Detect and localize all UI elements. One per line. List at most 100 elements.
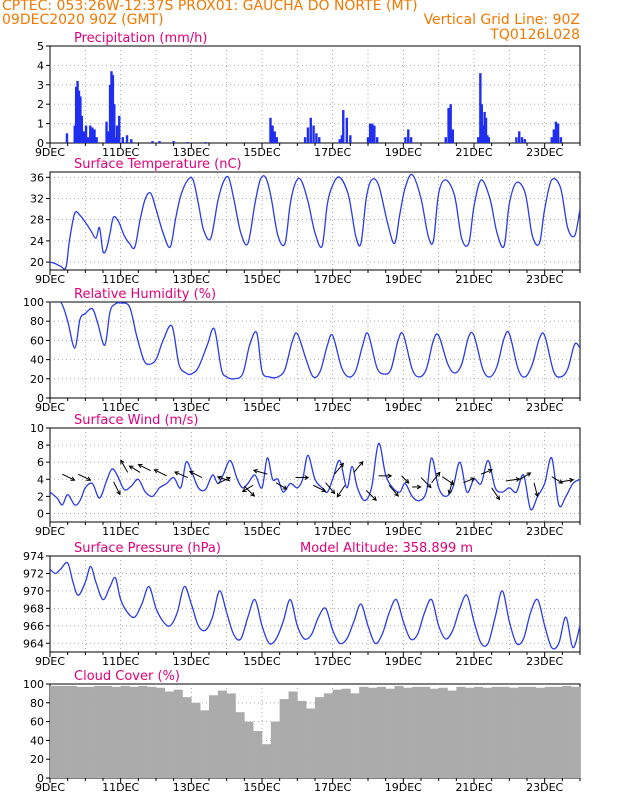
- wind-arrow-head: [153, 469, 159, 474]
- location-line: CPTEC: 053:26W-12:37S PROX01: GAUCHA DO …: [2, 0, 418, 14]
- y-tick-label: 40: [30, 354, 44, 367]
- precip-bar: [113, 104, 116, 143]
- wind-arrow-head: [487, 468, 493, 474]
- precip-bar: [487, 137, 491, 143]
- cloud-bar: [368, 687, 378, 778]
- precip-bar: [451, 129, 454, 143]
- cloud-bar: [465, 687, 475, 778]
- y-tick-label: 1: [37, 118, 44, 131]
- wind-arrow-head: [173, 471, 179, 476]
- cloud-bar: [332, 689, 342, 778]
- precip-bar: [366, 137, 370, 143]
- cloud-bar: [58, 685, 68, 778]
- cloud-bar: [509, 687, 519, 778]
- wind-arrow: [519, 472, 531, 480]
- wind-arrow-head: [387, 473, 393, 479]
- wind-arrow: [431, 472, 441, 484]
- precip-bar: [269, 117, 272, 143]
- x-tick-label: 19DEC: [385, 655, 422, 668]
- precip-bar: [77, 90, 81, 143]
- x-tick-label: 11DEC: [102, 781, 139, 794]
- x-tick-label: 19DEC: [385, 781, 422, 794]
- x-tick-label: 13DEC: [173, 525, 210, 538]
- y-tick-label: 24: [30, 235, 44, 248]
- wind-arrow: [420, 477, 432, 488]
- precip-bar: [105, 121, 108, 143]
- cloud-bar: [85, 686, 95, 778]
- cloud-bar: [571, 686, 581, 778]
- cloud-bar: [306, 708, 316, 778]
- cloud-bar: [226, 693, 236, 778]
- precip-bar: [556, 123, 560, 143]
- y-tick-label: 964: [23, 637, 44, 650]
- x-tick-label: 19DEC: [385, 525, 422, 538]
- panel-rh: [46, 301, 581, 403]
- precip-bar: [404, 137, 407, 143]
- x-tick-label: 19DEC: [385, 401, 422, 414]
- wind-arrow: [275, 482, 287, 490]
- precip-bar: [481, 125, 485, 143]
- cloud-bar: [421, 686, 431, 778]
- precip-bar: [114, 137, 117, 143]
- precip-bar: [111, 75, 115, 143]
- y-tick-label: 972: [23, 567, 44, 580]
- x-tick-label: 11DEC: [102, 401, 139, 414]
- cloud-bar: [403, 687, 413, 778]
- panel-title: Cloud Cover (%): [74, 669, 180, 684]
- cloud-bar: [429, 688, 439, 778]
- wind-arrow-head: [120, 459, 125, 465]
- cloud-bar: [50, 685, 60, 778]
- precip-bar: [115, 125, 119, 143]
- x-tick-label: 19DEC: [385, 146, 422, 159]
- x-tick-label: 23DEC: [526, 401, 563, 414]
- cloud-bar: [120, 685, 130, 778]
- y-tick-label: 80: [30, 697, 44, 710]
- wind-arrow: [463, 477, 475, 484]
- precip-bar: [79, 96, 82, 143]
- wind-arrow: [129, 465, 141, 473]
- x-tick-label: 23DEC: [526, 273, 563, 286]
- cloud-bar: [244, 721, 254, 778]
- x-tick-label: 13DEC: [173, 273, 210, 286]
- precip-bar: [554, 121, 558, 143]
- cloud-bar: [288, 691, 298, 778]
- x-tick-label: 11DEC: [102, 146, 139, 159]
- wind-arrow: [551, 476, 563, 484]
- cloud-bar: [217, 690, 227, 778]
- cloud-bar: [209, 695, 219, 778]
- x-tick-label: 23DEC: [526, 525, 563, 538]
- precip-bar: [373, 125, 376, 143]
- wind-arrow-head: [447, 489, 453, 495]
- wind-arrow: [353, 461, 364, 473]
- wind-arrow-head: [188, 470, 194, 476]
- cloud-bar: [191, 702, 201, 778]
- panel-title: Relative Humidity (%): [74, 287, 216, 302]
- precip-bar: [125, 135, 129, 143]
- cloud-bar: [474, 686, 484, 778]
- y-tick-label: 2: [37, 98, 44, 111]
- precip-bar: [449, 104, 452, 143]
- wind-arrow: [336, 484, 346, 498]
- y-tick-label: 20: [30, 753, 44, 766]
- y-tick-label: 4: [37, 473, 44, 486]
- precip-bar: [375, 137, 379, 143]
- precip-bar: [409, 137, 413, 143]
- precip-bar: [91, 127, 94, 143]
- y-tick-label: 80: [30, 315, 44, 328]
- precip-bar: [315, 133, 318, 143]
- x-tick-label: 17DEC: [314, 525, 351, 538]
- x-tick-label: 23DEC: [526, 146, 563, 159]
- x-tick-label: 17DEC: [314, 273, 351, 286]
- y-tick-label: 8: [37, 439, 44, 452]
- x-tick-label: 21DEC: [455, 146, 492, 159]
- wind-arrow-head: [250, 492, 255, 497]
- precip-bar: [486, 135, 489, 143]
- precip-bar: [108, 84, 112, 143]
- precip-bar: [121, 137, 124, 143]
- cloud-bar: [270, 721, 280, 778]
- wind-arrow-head: [252, 468, 258, 474]
- precip-bar: [93, 129, 96, 143]
- wind-arrow: [242, 484, 254, 493]
- x-tick-label: 13DEC: [173, 781, 210, 794]
- y-tick-label: 36: [30, 171, 44, 184]
